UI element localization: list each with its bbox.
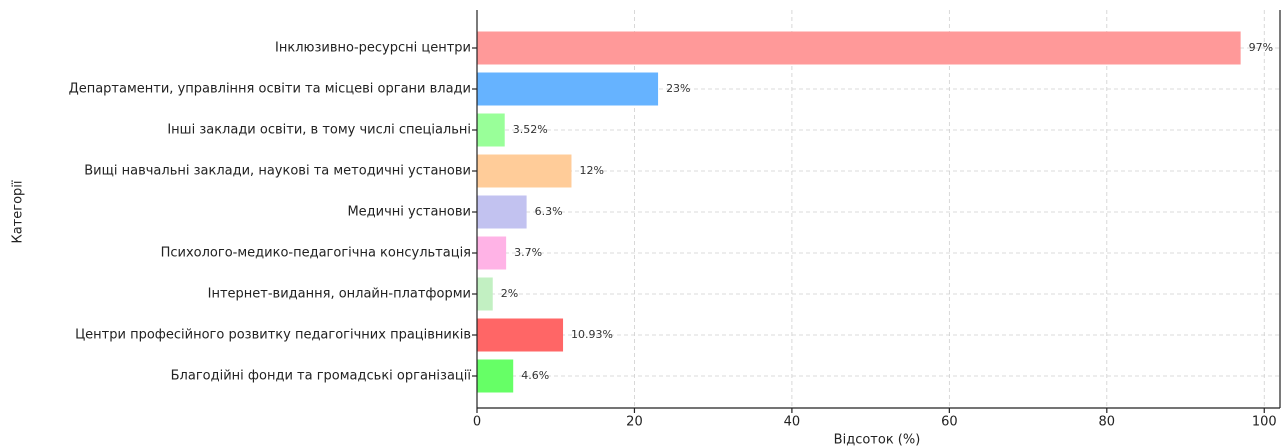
x-axis-label: Відсоток (%) [834, 433, 921, 448]
value-label: 6.3% [535, 205, 563, 218]
x-tick-label: 0 [473, 415, 481, 430]
y-tick-label: Інклюзивно-ресурсні центри [275, 41, 471, 56]
y-tick-label: Психолого-медико-педагогічна консультаці… [161, 246, 471, 261]
value-label: 12% [579, 164, 603, 177]
bar [477, 318, 564, 352]
value-label: 23% [666, 82, 690, 95]
bar [477, 236, 507, 270]
bar [477, 154, 572, 188]
bar [477, 72, 659, 106]
x-tick-label: 80 [1099, 415, 1116, 430]
bar [477, 31, 1241, 65]
value-label: 97% [1249, 41, 1273, 54]
bar [477, 195, 527, 229]
y-tick-label: Благодійні фонди та громадські організац… [171, 369, 472, 384]
y-tick-label: Центри професійного розвитку педагогічни… [75, 328, 471, 343]
x-tick-label: 40 [784, 415, 801, 430]
y-tick-label: Вищі навчальні заклади, наукові та метод… [84, 164, 471, 179]
y-tick-label: Інші заклади освіти, в тому числі спеціа… [167, 123, 471, 138]
value-label: 4.6% [521, 369, 549, 382]
y-tick-label: Інтернет-видання, онлайн-платформи [208, 287, 471, 302]
x-tick-label: 60 [941, 415, 958, 430]
y-tick-label: Департаменти, управління освіти та місце… [69, 82, 471, 97]
value-label: 3.7% [514, 246, 542, 259]
value-label: 10.93% [571, 328, 613, 341]
bar [477, 113, 505, 147]
x-tick-label: 100 [1252, 415, 1277, 430]
value-label: 2% [501, 287, 518, 300]
y-axis-label: Категорії [11, 180, 26, 243]
x-tick-label: 20 [626, 415, 643, 430]
bar [477, 359, 514, 393]
value-label: 3.52% [513, 123, 548, 136]
bar [477, 277, 493, 311]
y-tick-label: Медичні установи [347, 205, 471, 220]
